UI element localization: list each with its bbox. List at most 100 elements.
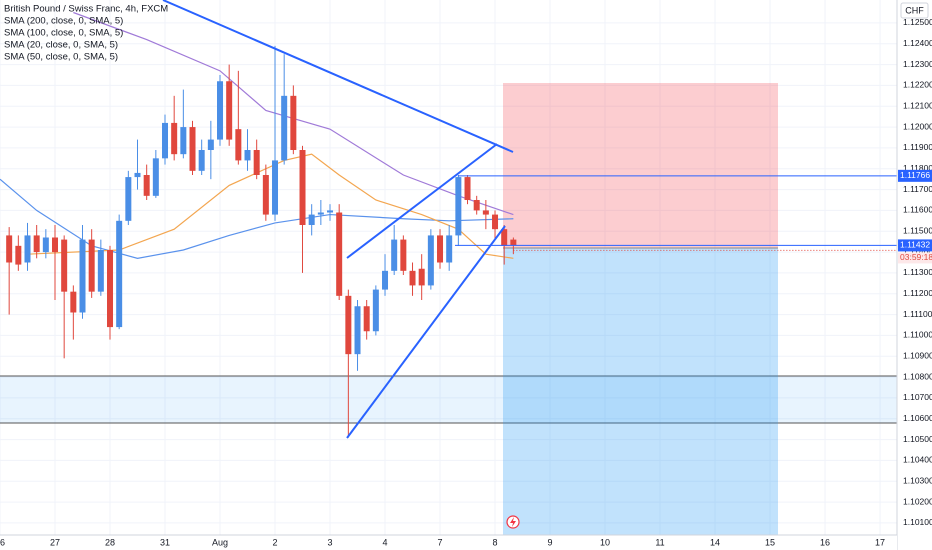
candle-body — [427, 235, 434, 286]
candle-body — [464, 177, 471, 200]
x-tick-label: 27 — [50, 537, 60, 547]
currency: CHF — [905, 5, 924, 15]
y-tick-label: 1.12100 — [903, 101, 932, 111]
candle-body — [262, 175, 269, 215]
price-tag — [898, 169, 932, 182]
x-tick-label: 7 — [438, 537, 443, 547]
trend-line[interactable] — [346, 143, 498, 259]
moving-average — [0, 178, 514, 259]
candle-body — [317, 212, 324, 215]
x-tick-label: 4 — [383, 537, 388, 547]
candle-body — [24, 235, 31, 263]
candle-body — [189, 127, 196, 171]
y-tick-label: 1.11900 — [903, 142, 932, 152]
y-tick-label: 1.10300 — [903, 476, 932, 486]
x-tick-label: 10 — [600, 537, 610, 547]
y-tick-label: 1.11100 — [903, 309, 932, 319]
target-zone[interactable] — [503, 248, 778, 535]
candle-body — [336, 212, 343, 296]
y-tick-label: 1.10200 — [903, 496, 932, 506]
candle-body — [70, 291, 77, 313]
moving-average — [73, 11, 514, 216]
candle-body — [226, 81, 233, 140]
y-tick-label: 1.10100 — [903, 517, 932, 527]
y-tick-label: 1.12300 — [903, 59, 932, 69]
candle-body — [116, 220, 123, 328]
indicator-label: SMA (50, close, 0, SMA, 5) — [4, 52, 118, 63]
price-tag-label: 1.11766 — [900, 170, 930, 180]
candle-body — [492, 214, 499, 230]
y-tick-label: 1.11200 — [903, 288, 932, 298]
currency-box[interactable] — [900, 2, 929, 19]
x-tick-label: 11 — [655, 537, 664, 547]
candle-body — [79, 239, 86, 313]
x-tick-label: Aug — [212, 537, 228, 547]
candle-body — [52, 237, 59, 253]
candle-body — [455, 177, 462, 236]
event-icon-bolt — [510, 517, 516, 527]
candle-body — [171, 122, 178, 155]
candle-body — [272, 160, 279, 215]
candle-body — [308, 214, 315, 225]
y-tick-label: 1.11600 — [903, 205, 932, 215]
candle-body — [281, 95, 288, 161]
y-tick-label: 1.11300 — [903, 267, 932, 277]
candle-body — [162, 122, 169, 159]
candle-body — [152, 158, 159, 196]
candle-body — [482, 210, 489, 215]
indicator-label: SMA (100, close, 0, SMA, 5) — [4, 28, 123, 39]
candle-body — [299, 150, 306, 225]
plot — [0, 11, 897, 438]
x-tick-label: 3 — [328, 537, 333, 547]
x-tick-label: 17 — [875, 537, 885, 547]
price-axis[interactable] — [897, 0, 932, 550]
y-tick-label: 1.11000 — [903, 330, 932, 340]
y-tick-label: 1.10700 — [903, 392, 932, 402]
x-tick-label: 28 — [105, 537, 115, 547]
candle-body — [501, 229, 508, 246]
y-tick-label: 1.11700 — [903, 184, 932, 194]
candle-body — [42, 237, 49, 253]
y-tick-label: 1.12200 — [903, 80, 932, 90]
candle-body — [382, 270, 389, 290]
candle-body — [400, 239, 407, 271]
candle-body — [15, 245, 22, 265]
candle-body — [97, 250, 104, 292]
time-axis[interactable] — [0, 535, 897, 550]
candle-body — [354, 306, 361, 355]
price-tag — [898, 239, 932, 252]
countdown-tag — [898, 252, 932, 264]
y-tick-label: 1.11800 — [903, 163, 932, 173]
y-tick-label: 1.10400 — [903, 455, 932, 465]
candle-body — [244, 150, 251, 161]
y-tick-label: 1.12000 — [903, 121, 932, 131]
candle-body — [198, 150, 205, 171]
indicator-label: SMA (200, close, 0, SMA, 5) — [4, 16, 123, 27]
y-tick-label: 1.12500 — [903, 17, 932, 27]
candle-body — [107, 250, 114, 328]
candle-body — [437, 235, 444, 263]
candle-body — [327, 210, 334, 213]
trend-line[interactable] — [162, 0, 514, 153]
candle-body — [88, 239, 95, 292]
candle-body — [253, 150, 260, 175]
candle-body — [143, 175, 150, 196]
candle-body — [510, 239, 517, 246]
price-tag-label: 1.11432 — [900, 240, 930, 250]
candle-body — [473, 200, 480, 211]
candle-body — [6, 235, 13, 263]
y-tick-label: 1.10500 — [903, 434, 932, 444]
countdown: 03:59:18 — [900, 252, 932, 262]
y-tick-label: 1.12400 — [903, 38, 932, 48]
candle-body — [125, 177, 132, 221]
x-tick-label: 26 — [0, 537, 5, 547]
stop-zone[interactable] — [503, 83, 778, 248]
moving-average — [27, 153, 514, 259]
candle-body — [134, 172, 141, 178]
trend-line[interactable] — [346, 225, 506, 439]
x-tick-label: 8 — [493, 537, 498, 547]
x-tick-label: 2 — [273, 537, 278, 547]
y-tick-label: 1.10900 — [903, 351, 932, 361]
axes: 1.12500 1.12400 1.12300 1.12200 1.12100 1.120… — [0, 17, 932, 547]
y-tick-label: 1.10600 — [903, 413, 932, 423]
